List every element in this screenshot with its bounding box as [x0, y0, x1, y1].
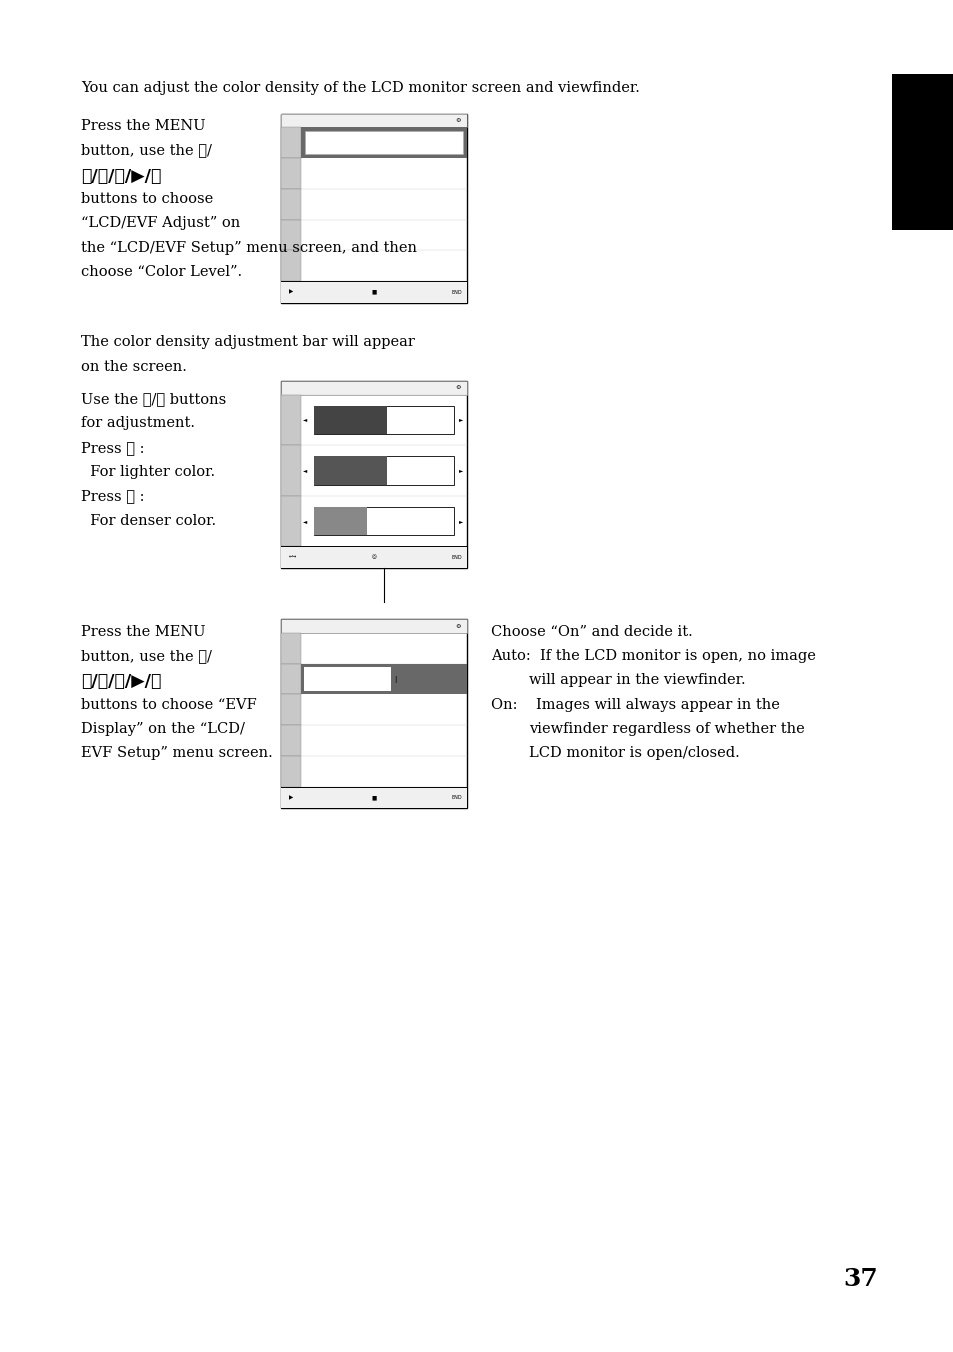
Text: ◄: ◄ — [303, 418, 307, 422]
Bar — [281, 158, 300, 189]
Text: Press ⏩ :: Press ⏩ : — [81, 489, 145, 503]
Text: choose “Color Level”.: choose “Color Level”. — [81, 265, 242, 279]
Text: LCD monitor is open/closed.: LCD monitor is open/closed. — [529, 746, 740, 760]
Text: viewfinder regardless of whether the: viewfinder regardless of whether the — [529, 722, 804, 735]
Bar — [891, 74, 953, 230]
Bar — [281, 381, 467, 395]
Text: For lighter color.: For lighter color. — [81, 465, 215, 479]
Text: Choose “On” and decide it.: Choose “On” and decide it. — [491, 625, 692, 638]
Text: ■: ■ — [372, 795, 376, 800]
Text: ⚙: ⚙ — [455, 385, 460, 391]
Bar — [281, 114, 467, 127]
Text: ■: ■ — [372, 289, 376, 295]
Text: buttons to choose: buttons to choose — [81, 192, 213, 206]
Bar — [281, 189, 300, 219]
Text: ⚙: ⚙ — [455, 118, 460, 123]
Bar — [314, 406, 386, 434]
Text: |: | — [394, 676, 395, 683]
Text: ▶: ▶ — [289, 795, 293, 800]
Bar — [281, 127, 300, 158]
Text: ►: ► — [459, 468, 463, 473]
Bar — [281, 546, 467, 568]
Text: Press the MENU: Press the MENU — [81, 625, 206, 638]
Bar — [281, 496, 300, 546]
Bar — [281, 695, 300, 725]
Bar — [281, 756, 300, 787]
Text: ◄: ◄ — [303, 519, 307, 523]
Bar — [305, 131, 462, 154]
Bar — [281, 787, 467, 808]
Text: ▶: ▶ — [289, 289, 293, 295]
Bar — [281, 381, 467, 568]
Text: button, use the ⏮/: button, use the ⏮/ — [81, 143, 212, 157]
Text: Press the MENU: Press the MENU — [81, 119, 206, 132]
Bar — [281, 114, 467, 127]
Text: You can adjust the color density of the LCD monitor screen and viewfinder.: You can adjust the color density of the … — [81, 81, 639, 95]
Text: On:    Images will always appear in the: On: Images will always appear in the — [491, 698, 780, 711]
Bar — [281, 281, 467, 303]
Bar — [281, 219, 300, 250]
Bar — [281, 664, 300, 695]
Bar — [304, 668, 391, 691]
Bar — [281, 395, 300, 445]
Text: the “LCD/EVF Setup” menu screen, and then: the “LCD/EVF Setup” menu screen, and the… — [81, 241, 416, 254]
Text: ►: ► — [459, 519, 463, 523]
Bar — [314, 507, 367, 535]
Bar — [281, 619, 467, 808]
Text: ►: ► — [459, 418, 463, 422]
Bar — [281, 445, 300, 496]
Text: ⏭/⏪/⏩/▶/⏸: ⏭/⏪/⏩/▶/⏸ — [81, 168, 161, 185]
Text: for adjustment.: for adjustment. — [81, 416, 194, 430]
Bar — [314, 457, 454, 485]
Text: EVF Setup” menu screen.: EVF Setup” menu screen. — [81, 746, 273, 760]
Text: button, use the ⏮/: button, use the ⏮/ — [81, 649, 212, 662]
Text: ⏭/⏪/⏩/▶/⏸: ⏭/⏪/⏩/▶/⏸ — [81, 673, 161, 691]
Text: “LCD/EVF Adjust” on: “LCD/EVF Adjust” on — [81, 216, 240, 230]
Text: will appear in the viewfinder.: will appear in the viewfinder. — [529, 673, 745, 687]
Text: ◎: ◎ — [372, 554, 376, 560]
Text: 37: 37 — [842, 1267, 877, 1291]
Text: END: END — [451, 554, 461, 560]
Text: END: END — [451, 795, 461, 800]
Text: For denser color.: For denser color. — [81, 514, 216, 527]
Bar — [314, 406, 454, 434]
Text: on the screen.: on the screen. — [81, 360, 187, 373]
Text: Auto:  If the LCD monitor is open, no image: Auto: If the LCD monitor is open, no ima… — [491, 649, 816, 662]
Text: Press ⏪ :: Press ⏪ : — [81, 441, 145, 454]
Bar — [281, 725, 300, 756]
Text: Use the ⏪/⏩ buttons: Use the ⏪/⏩ buttons — [81, 392, 226, 406]
Text: buttons to choose “EVF: buttons to choose “EVF — [81, 698, 256, 711]
Bar — [314, 507, 454, 535]
Bar — [281, 250, 300, 281]
Text: ↩↪: ↩↪ — [289, 554, 297, 560]
Bar — [281, 114, 467, 303]
Bar — [300, 127, 467, 158]
Bar — [300, 664, 467, 695]
Text: ⚙: ⚙ — [455, 623, 460, 629]
Bar — [281, 619, 467, 633]
Text: Display” on the “LCD/: Display” on the “LCD/ — [81, 722, 245, 735]
Text: ◄: ◄ — [303, 468, 307, 473]
Bar — [314, 457, 386, 485]
Text: The color density adjustment bar will appear: The color density adjustment bar will ap… — [81, 335, 415, 349]
Text: END: END — [451, 289, 461, 295]
Bar — [281, 633, 300, 664]
